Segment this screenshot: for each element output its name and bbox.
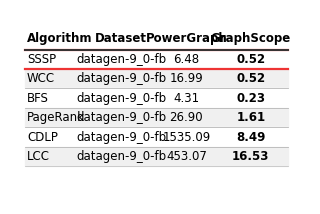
Text: 4.31: 4.31 — [173, 92, 199, 105]
Text: 0.23: 0.23 — [236, 92, 265, 105]
Text: datagen-9_0-fb: datagen-9_0-fb — [76, 53, 166, 66]
Text: 0.52: 0.52 — [236, 72, 265, 85]
Bar — [25, 108, 288, 127]
Text: SSSP: SSSP — [27, 53, 56, 66]
Text: GraphScope: GraphScope — [211, 32, 291, 45]
Text: datagen-9_0-fb: datagen-9_0-fb — [76, 111, 166, 124]
Text: Dataset: Dataset — [95, 32, 147, 45]
Text: 1535.09: 1535.09 — [162, 131, 211, 144]
Text: datagen-9_0-fb: datagen-9_0-fb — [76, 72, 166, 85]
Text: 26.90: 26.90 — [170, 111, 203, 124]
Text: 1.61: 1.61 — [236, 111, 265, 124]
Text: LCC: LCC — [27, 150, 50, 163]
Text: 6.48: 6.48 — [173, 53, 199, 66]
Text: 16.53: 16.53 — [232, 150, 269, 163]
Bar — [25, 69, 288, 88]
Text: 453.07: 453.07 — [166, 150, 207, 163]
Text: CDLP: CDLP — [27, 131, 58, 144]
Text: PageRank: PageRank — [27, 111, 85, 124]
Text: BFS: BFS — [27, 92, 49, 105]
Bar — [25, 50, 288, 69]
Text: datagen-9_0-fb: datagen-9_0-fb — [76, 92, 166, 105]
Bar — [25, 147, 288, 166]
Bar — [25, 88, 288, 108]
Text: WCC: WCC — [27, 72, 55, 85]
Text: 16.99: 16.99 — [170, 72, 203, 85]
Text: datagen-9_0-fb: datagen-9_0-fb — [76, 150, 166, 163]
Text: datagen-9_0-fb: datagen-9_0-fb — [76, 131, 166, 144]
Bar — [25, 127, 288, 147]
Text: PowerGraph: PowerGraph — [146, 32, 227, 45]
Text: 0.52: 0.52 — [236, 53, 265, 66]
Text: Algorithm: Algorithm — [27, 32, 92, 45]
Bar — [25, 27, 288, 50]
Text: 8.49: 8.49 — [236, 131, 266, 144]
